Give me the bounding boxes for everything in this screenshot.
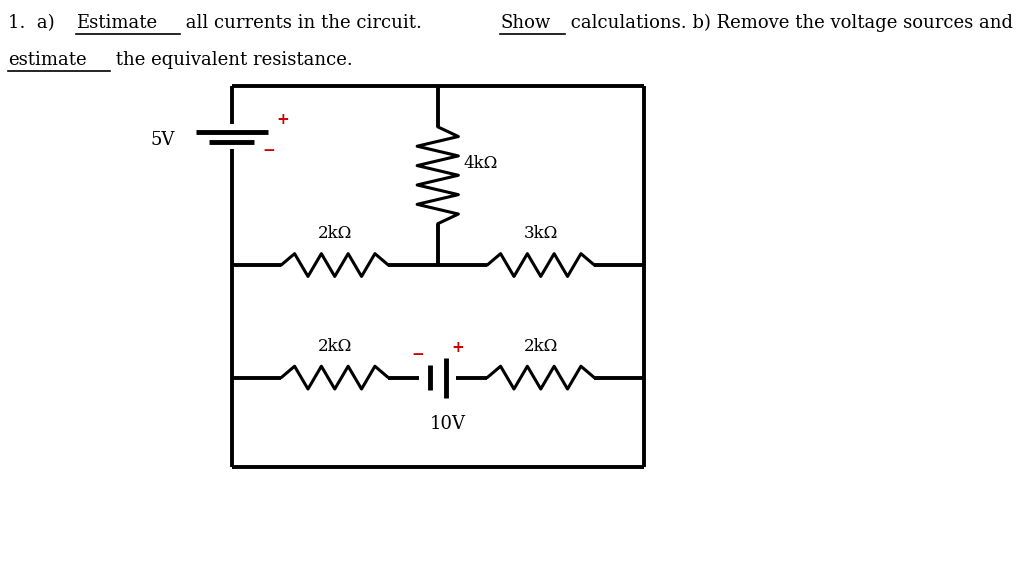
Text: all currents in the circuit.: all currents in the circuit. xyxy=(180,14,428,32)
Text: 2kΩ: 2kΩ xyxy=(317,338,352,355)
Text: 1.  a): 1. a) xyxy=(8,14,61,32)
Text: 5V: 5V xyxy=(150,131,175,149)
Text: −: − xyxy=(412,347,424,363)
Text: Estimate: Estimate xyxy=(76,14,157,32)
Text: −: − xyxy=(263,143,275,158)
Text: 10V: 10V xyxy=(431,415,466,433)
Text: calculations. b) Remove the voltage sources and: calculations. b) Remove the voltage sour… xyxy=(564,14,1012,32)
Text: 4kΩ: 4kΩ xyxy=(464,156,497,172)
Text: 2kΩ: 2kΩ xyxy=(317,225,352,242)
Text: 2kΩ: 2kΩ xyxy=(523,338,558,355)
Text: the equivalent resistance.: the equivalent resistance. xyxy=(109,51,352,70)
Text: +: + xyxy=(451,340,464,355)
Text: +: + xyxy=(276,112,288,127)
Text: estimate: estimate xyxy=(8,51,87,70)
Text: Show: Show xyxy=(500,14,550,32)
Text: 3kΩ: 3kΩ xyxy=(523,225,558,242)
